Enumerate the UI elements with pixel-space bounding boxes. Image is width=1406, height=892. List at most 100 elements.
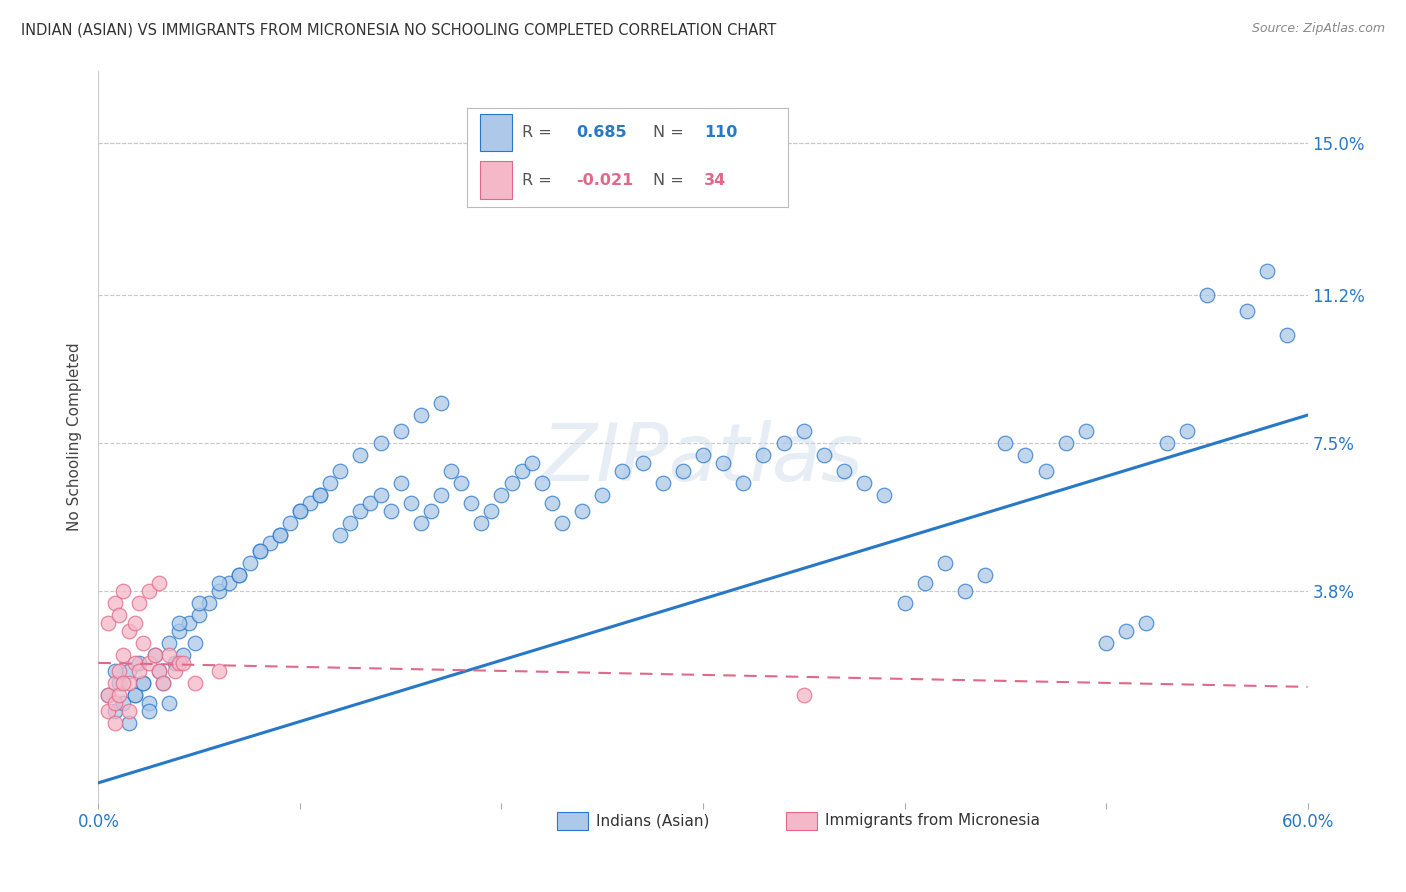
Point [360, 496, 382, 510]
Point [103, 715, 125, 730]
Point [128, 596, 150, 610]
Y-axis label: No Schooling Completed: No Schooling Completed [67, 343, 83, 532]
Point [953, 584, 976, 599]
Point [152, 676, 174, 690]
Point [1195, 288, 1218, 302]
Point [772, 436, 794, 450]
Point [107, 664, 129, 678]
Point [793, 424, 815, 438]
Point [440, 464, 463, 478]
Point [124, 615, 146, 630]
Point [651, 476, 673, 491]
Point [994, 436, 1017, 450]
Point [239, 556, 262, 570]
Point [132, 676, 155, 690]
Point [138, 696, 160, 710]
Point [288, 504, 311, 518]
Point [132, 636, 155, 650]
Point [148, 576, 170, 591]
Point [370, 488, 392, 502]
Point [520, 456, 543, 470]
Point [103, 704, 125, 718]
Point [631, 456, 654, 470]
Point [319, 476, 342, 491]
Point [389, 424, 412, 438]
Point [551, 516, 574, 530]
Point [111, 676, 134, 690]
Point [692, 448, 714, 462]
Point [167, 656, 190, 670]
Point [389, 476, 412, 491]
Point [1035, 464, 1057, 478]
Point [1135, 615, 1157, 630]
Point [124, 656, 146, 670]
Point [460, 496, 482, 510]
Point [510, 464, 533, 478]
Text: Source: ZipAtlas.com: Source: ZipAtlas.com [1251, 22, 1385, 36]
Point [184, 636, 207, 650]
Point [124, 688, 146, 702]
Point [228, 568, 250, 582]
Point [163, 656, 186, 670]
Point [481, 504, 503, 518]
Point [450, 476, 472, 491]
Point [612, 464, 634, 478]
Point [128, 656, 150, 670]
Point [278, 516, 301, 530]
Point [111, 648, 134, 662]
Point [832, 464, 855, 478]
Point [288, 504, 311, 518]
Point [1236, 304, 1258, 318]
Point [179, 615, 201, 630]
Point [1074, 424, 1097, 438]
Point [107, 607, 129, 622]
Point [208, 584, 231, 599]
Point [269, 528, 291, 542]
Point [107, 676, 129, 690]
Point [218, 576, 240, 591]
Point [339, 516, 361, 530]
Point [914, 576, 936, 591]
Point [249, 544, 271, 558]
Point [163, 664, 186, 678]
Point [228, 568, 250, 582]
Point [184, 676, 207, 690]
Point [299, 496, 322, 510]
Point [370, 436, 392, 450]
Point [103, 664, 125, 678]
Point [188, 596, 211, 610]
Text: INDIAN (ASIAN) VS IMMIGRANTS FROM MICRONESIA NO SCHOOLING COMPLETED CORRELATION : INDIAN (ASIAN) VS IMMIGRANTS FROM MICRON… [21, 22, 776, 37]
Point [893, 596, 915, 610]
Point [118, 715, 141, 730]
Text: Indians (Asian): Indians (Asian) [596, 814, 710, 828]
Point [152, 676, 174, 690]
Point [873, 488, 896, 502]
Point [172, 648, 194, 662]
Point [138, 704, 160, 718]
Point [148, 664, 170, 678]
Point [143, 648, 166, 662]
Point [1156, 436, 1178, 450]
Point [309, 488, 332, 502]
Point [118, 624, 141, 638]
Point [157, 636, 180, 650]
Point [530, 476, 553, 491]
Point [157, 696, 180, 710]
Point [97, 704, 120, 718]
Point [409, 408, 432, 422]
Point [118, 676, 141, 690]
Point [349, 448, 371, 462]
Point [672, 464, 695, 478]
Point [103, 596, 125, 610]
Point [711, 456, 734, 470]
Point [132, 676, 155, 690]
Point [97, 688, 120, 702]
Point [167, 615, 190, 630]
Point [349, 504, 371, 518]
Point [1095, 636, 1118, 650]
Point [813, 448, 835, 462]
Point [501, 476, 523, 491]
Point [1277, 328, 1299, 343]
Point [430, 488, 453, 502]
Point [172, 656, 194, 670]
